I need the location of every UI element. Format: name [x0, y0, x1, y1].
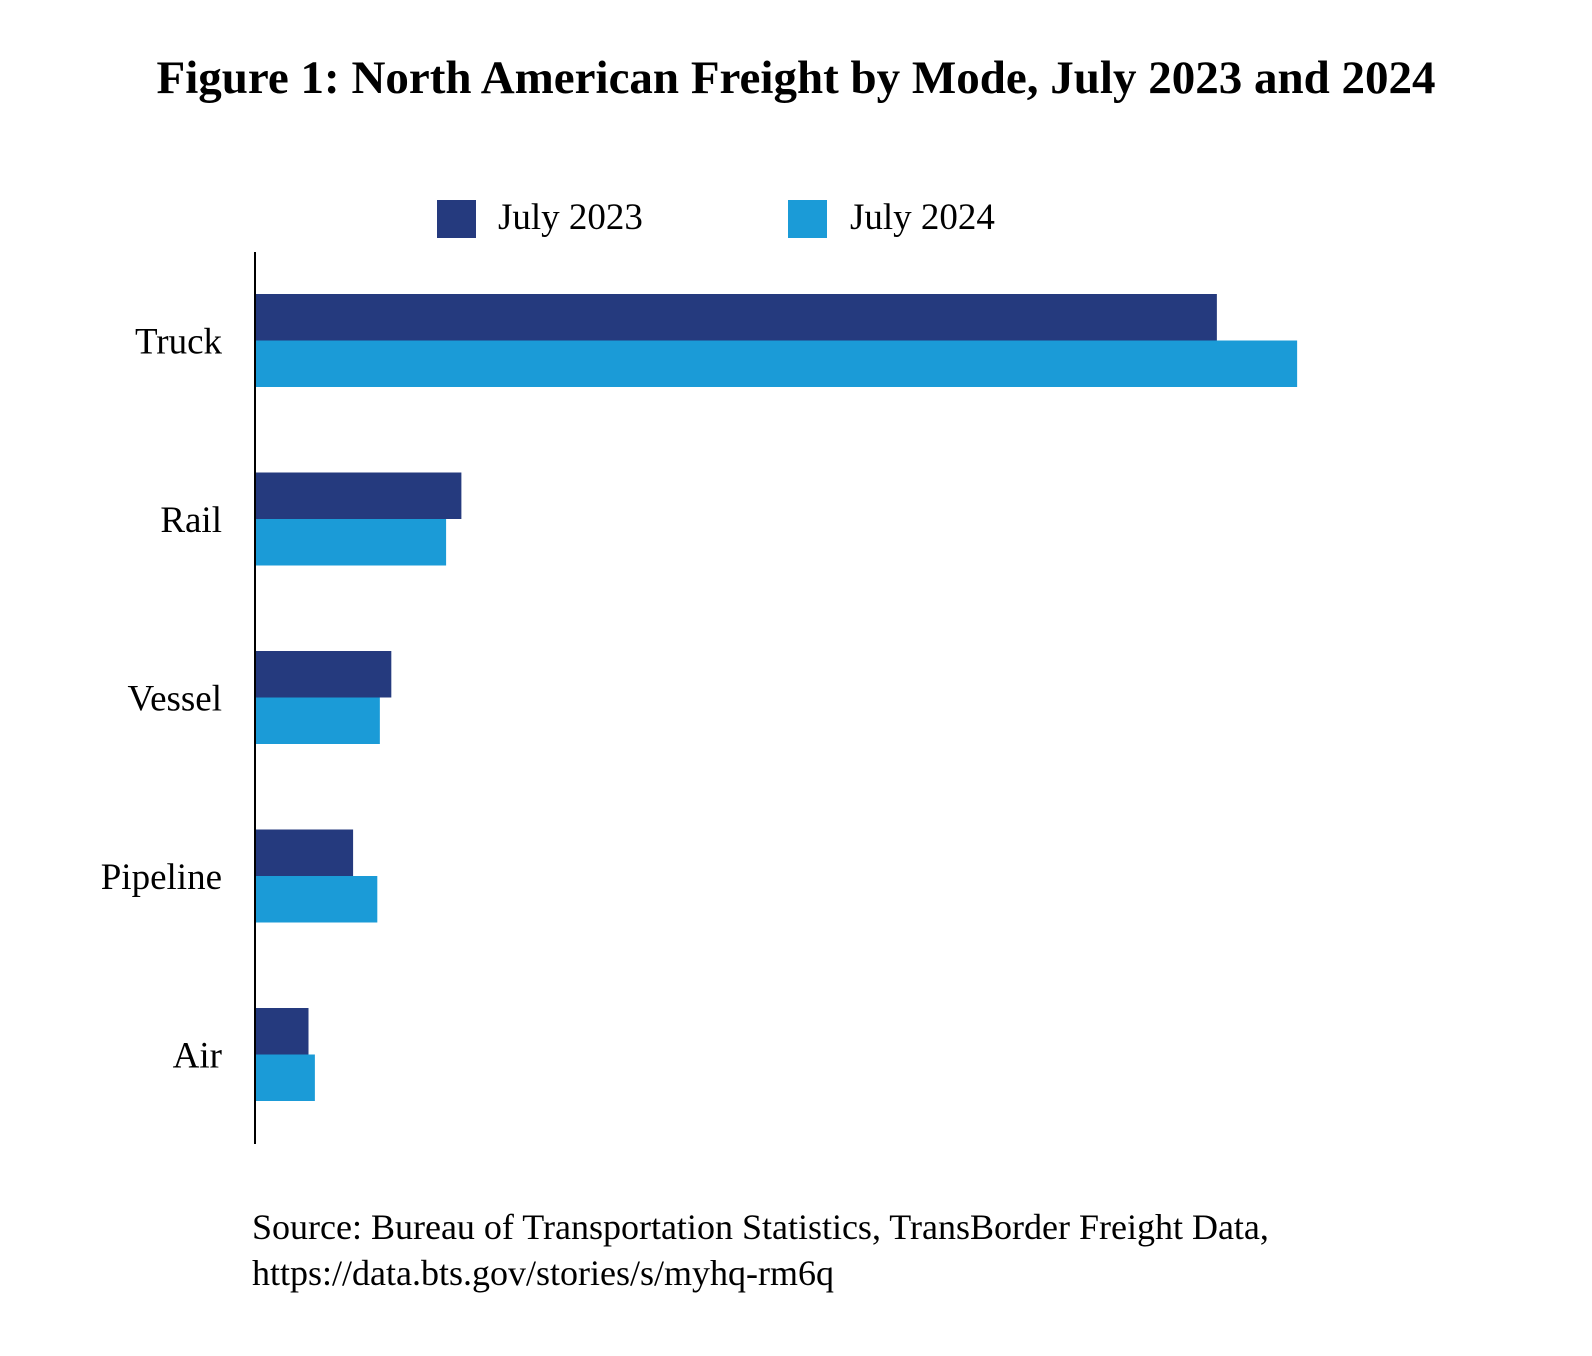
bar-air-july-2023: [255, 1008, 309, 1055]
bar-pipeline-july-2024: [255, 876, 378, 923]
source-line-2: https://data.bts.gov/stories/s/myhq-rm6q: [252, 1253, 834, 1293]
bar-truck-july-2023: [255, 294, 1217, 341]
source-note: Source: Bureau of Transportation Statist…: [252, 1204, 1552, 1296]
bar-pipeline-july-2023: [255, 829, 354, 876]
legend-swatch-july-2023: [437, 200, 476, 238]
category-label-vessel: Vessel: [127, 679, 222, 720]
legend: July 2023 July 2024: [0, 198, 1592, 238]
bar-rail-july-2023: [255, 472, 462, 519]
category-label-air: Air: [173, 1036, 222, 1077]
category-label-truck: Truck: [135, 322, 223, 363]
chart-title: Figure 1: North American Freight by Mode…: [156, 52, 1436, 104]
bar-chart: Truck Rail Vessel Pipeline Air: [101, 252, 1298, 1144]
bar-air-july-2024: [255, 1054, 315, 1101]
category-label-pipeline: Pipeline: [101, 857, 222, 898]
bar-vessel-july-2024: [255, 697, 380, 744]
legend-label-july-2023: July 2023: [498, 197, 643, 238]
legend-label-july-2024: July 2024: [850, 197, 995, 238]
category-label-rail: Rail: [160, 500, 222, 541]
bar-truck-july-2024: [255, 340, 1298, 387]
bar-vessel-july-2023: [255, 651, 392, 698]
bar-rail-july-2024: [255, 519, 447, 566]
source-line-1: Source: Bureau of Transportation Statist…: [252, 1207, 1269, 1247]
legend-swatch-july-2024: [788, 200, 827, 238]
